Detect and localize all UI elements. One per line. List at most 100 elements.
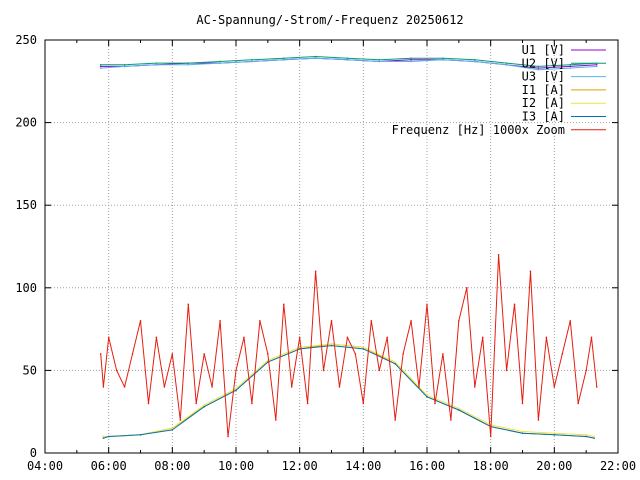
data-point (418, 386, 420, 388)
data-point (593, 435, 595, 438)
data-point (410, 59, 412, 61)
data-point (330, 344, 333, 347)
data-point (235, 387, 237, 390)
data-point (99, 67, 102, 69)
grid (45, 40, 618, 453)
data-point (346, 57, 349, 59)
data-point (163, 386, 166, 388)
data-point (450, 419, 452, 421)
data-point (410, 57, 412, 59)
data-point (338, 386, 341, 388)
x-tick-label: 10:00 (218, 459, 254, 473)
data-point (545, 336, 548, 339)
data-point (489, 435, 492, 438)
data-point (442, 353, 444, 355)
data-point (314, 270, 317, 273)
data-point (354, 353, 357, 355)
data-point (235, 369, 237, 372)
series-line-4 (103, 343, 595, 437)
data-point (267, 353, 269, 355)
legend-label: I1 [A] (522, 83, 565, 97)
x-tick-label: 18:00 (473, 459, 509, 473)
data-point (282, 59, 285, 61)
data-point (155, 62, 158, 64)
data-point (243, 336, 245, 339)
series-line-5 (103, 345, 595, 439)
data-point (537, 419, 540, 421)
data-point (187, 62, 190, 64)
data-point (267, 361, 269, 363)
data-point (537, 67, 540, 69)
x-tick-label: 16:00 (409, 459, 445, 473)
data-point (187, 63, 190, 66)
data-point (561, 353, 564, 355)
x-tick-label: 08:00 (154, 459, 190, 473)
data-point (274, 419, 277, 421)
data-point (298, 336, 301, 339)
data-point (139, 434, 142, 436)
data-point (306, 402, 309, 405)
y-tick-label: 0 (30, 446, 37, 460)
data-point (362, 402, 365, 405)
data-point (593, 437, 595, 439)
data-point (155, 63, 158, 66)
data-point (235, 389, 237, 392)
data-point (595, 386, 598, 388)
legend-label: U3 [V] (522, 70, 565, 84)
data-point (585, 435, 587, 438)
data-point (458, 409, 460, 411)
x-tick-label: 04:00 (27, 459, 63, 473)
y-tick-label: 250 (15, 33, 37, 47)
data-point (394, 362, 396, 365)
data-point (553, 386, 556, 388)
data-point (187, 303, 190, 306)
data-point (123, 63, 126, 66)
data-point (298, 348, 301, 350)
data-point (171, 427, 174, 430)
data-point (553, 432, 556, 434)
data-point (426, 396, 428, 398)
data-point (465, 287, 468, 289)
data-point (458, 320, 460, 322)
data-point (227, 435, 229, 438)
data-point (521, 430, 524, 433)
data-point (473, 60, 476, 63)
data-point (251, 59, 253, 61)
legend-label: I2 [A] (522, 96, 565, 110)
data-point (569, 65, 572, 68)
data-point (386, 336, 389, 339)
data-point (513, 303, 516, 306)
data-point (346, 336, 349, 339)
data-point (115, 369, 118, 372)
data-point (314, 57, 317, 59)
data-point (521, 402, 524, 405)
data-point (251, 60, 253, 63)
data-point (219, 320, 221, 322)
data-point (102, 437, 105, 439)
data-point (505, 369, 508, 372)
data-point (203, 405, 205, 408)
data-point (394, 361, 396, 363)
series-lines (99, 55, 598, 439)
data-point (99, 65, 102, 68)
data-point (290, 386, 293, 388)
data-point (569, 320, 572, 322)
data-point (569, 63, 572, 66)
x-tick-label: 22:00 (600, 459, 636, 473)
data-point (434, 402, 436, 405)
data-point (362, 346, 365, 349)
data-point (497, 253, 500, 256)
data-point (585, 434, 587, 436)
data-point (473, 386, 476, 388)
data-point (346, 59, 349, 61)
data-point (107, 336, 110, 339)
data-point (179, 419, 182, 421)
data-point (123, 65, 126, 68)
data-point (131, 353, 134, 355)
data-point (123, 386, 126, 388)
data-point (426, 394, 428, 396)
y-tick-label: 200 (15, 116, 37, 130)
legend-label: U2 [V] (522, 56, 565, 70)
data-point (585, 369, 587, 372)
